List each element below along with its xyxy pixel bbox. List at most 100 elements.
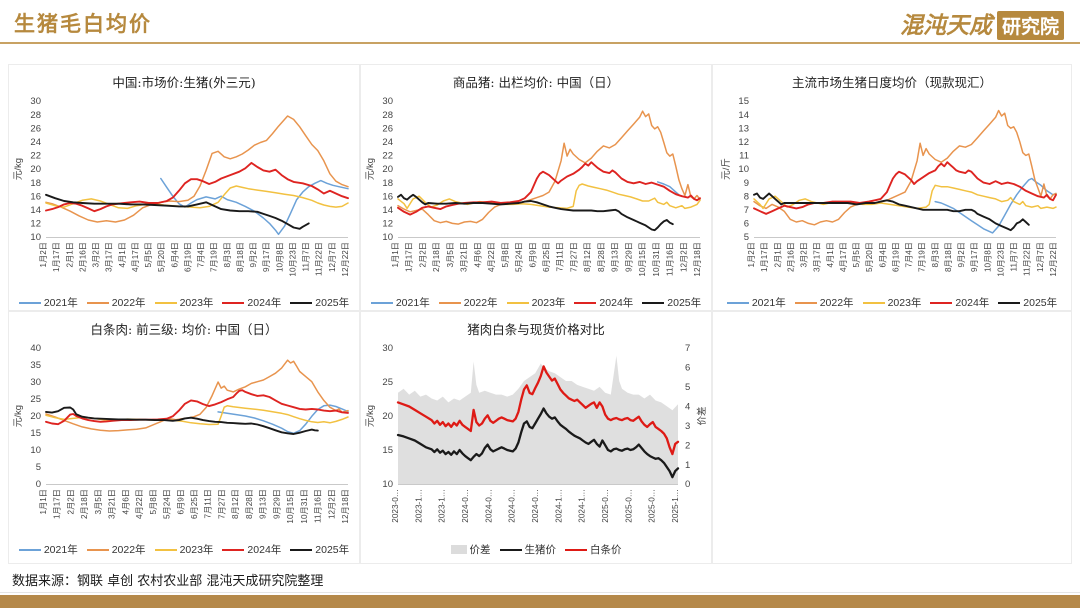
svg-text:8月3日: 8月3日: [931, 242, 940, 267]
svg-text:3月21日: 3月21日: [108, 489, 117, 519]
svg-text:7月27日: 7月27日: [570, 242, 579, 272]
svg-text:7月11日: 7月11日: [556, 242, 565, 271]
svg-text:6月9日: 6月9日: [528, 242, 537, 267]
svg-text:3月17日: 3月17日: [105, 242, 114, 272]
chart-panel-commodity-pig-price: 商品猪: 出栏均价: 中国（日） 10 12 14 16 18 20 22 24 26 28 30 元/…: [360, 64, 712, 311]
svg-text:2: 2: [685, 440, 690, 451]
svg-text:9月29日: 9月29日: [624, 242, 633, 272]
svg-text:元/kg: 元/kg: [13, 405, 24, 427]
svg-text:价差: 价差: [696, 406, 708, 425]
svg-text:9月2日: 9月2日: [249, 242, 258, 267]
svg-text:10: 10: [382, 232, 393, 243]
legend-swatch-line: [499, 548, 522, 551]
svg-text:11月7日: 11月7日: [1010, 242, 1019, 271]
footer-divider: [0, 592, 1080, 593]
svg-text:16: 16: [30, 191, 41, 202]
svg-text:4月17日: 4月17日: [839, 242, 848, 272]
logo-text: 混沌天成: [899, 12, 992, 39]
legend-label: 2023年: [887, 297, 922, 309]
svg-text:10月8日: 10月8日: [275, 242, 284, 272]
legend-label: 白条价: [590, 544, 622, 556]
svg-text:5: 5: [685, 382, 690, 393]
svg-text:4月17日: 4月17日: [131, 242, 140, 272]
legend-item: 2025年: [290, 295, 349, 310]
legend-label: 2025年: [315, 297, 350, 309]
chart-panel-mainstream-daily-avg: 主流市场生猪日度均价（现款现汇） 5 6 7 8 9 10 11 12 13 14 15 元/斤 1月2日…: [712, 64, 1072, 311]
svg-text:4月6日: 4月6日: [473, 242, 482, 267]
svg-text:3月17日: 3月17日: [813, 242, 822, 272]
svg-text:12月2日: 12月2日: [327, 489, 336, 519]
legend-label: 2021年: [43, 297, 78, 309]
svg-text:2025-0…: 2025-0…: [648, 489, 657, 523]
svg-text:9月2日: 9月2日: [957, 242, 966, 267]
svg-text:4月22日: 4月22日: [487, 242, 496, 272]
svg-text:11月22日: 11月22日: [1023, 242, 1032, 276]
legend-label: 2022年: [111, 544, 146, 556]
svg-text:2025-0…: 2025-0…: [601, 489, 610, 523]
legend-label: 2022年: [111, 297, 146, 309]
legend-item: 2023年: [154, 295, 214, 310]
svg-text:5月20日: 5月20日: [865, 242, 874, 272]
legend-item: 2021年: [726, 295, 786, 310]
svg-text:4月1日: 4月1日: [826, 242, 835, 267]
legend-swatch-line: [506, 301, 529, 304]
logo: 混沌天成 研究院: [900, 6, 1064, 40]
legend-item: 2025年: [998, 295, 1057, 310]
svg-text:9月13日: 9月13日: [259, 489, 268, 519]
legend-label: 2024年: [599, 297, 634, 309]
svg-text:5月20日: 5月20日: [157, 242, 166, 272]
chart-title: 商品猪: 出栏均价: 中国（日）: [452, 75, 620, 90]
legend-item: 2025年: [290, 542, 349, 557]
svg-text:6月19日: 6月19日: [891, 242, 900, 272]
svg-text:10月15日: 10月15日: [638, 242, 647, 277]
svg-text:30: 30: [30, 96, 41, 107]
chart-canvas: 0 5 10 15 20 25 30 35 40 元/kg 1月1日 1月17日 2月2日 2月18日 3月…: [13, 343, 350, 524]
svg-text:25: 25: [30, 394, 41, 405]
svg-text:7月27日: 7月27日: [218, 489, 227, 519]
chart-legend: 价差 生猪价 白条价: [361, 542, 711, 557]
svg-text:1月1日: 1月1日: [39, 489, 48, 514]
svg-text:8月12日: 8月12日: [231, 489, 240, 519]
legend-item: 2023年: [154, 542, 213, 557]
svg-text:8月3日: 8月3日: [223, 242, 232, 267]
legend-swatch-line: [862, 301, 885, 304]
svg-text:2024-0…: 2024-0…: [508, 489, 517, 523]
svg-text:7月19日: 7月19日: [210, 242, 219, 272]
legend-item: 2021年: [18, 542, 78, 557]
svg-text:5月8日: 5月8日: [149, 489, 158, 514]
legend-label: 生猪价: [524, 544, 557, 556]
legend-label: 2023年: [179, 297, 214, 309]
svg-text:5: 5: [744, 232, 749, 243]
legend-swatch-line: [154, 548, 177, 551]
svg-text:2月1日: 2月1日: [65, 242, 74, 267]
svg-text:16: 16: [382, 191, 393, 202]
svg-text:12月7日: 12月7日: [328, 242, 337, 272]
svg-text:14: 14: [382, 205, 393, 216]
svg-text:10月31日: 10月31日: [652, 242, 661, 277]
legend-swatch-line: [574, 301, 597, 304]
chart-legend: 2021年 2022年 2023年 2024年 2025年: [9, 295, 359, 310]
svg-text:8月28日: 8月28日: [245, 489, 254, 519]
svg-text:0: 0: [36, 479, 41, 490]
legend-label: 2023年: [531, 297, 566, 309]
legend-item: 2022年: [438, 295, 498, 310]
svg-text:10: 10: [382, 479, 393, 490]
svg-text:9月17日: 9月17日: [262, 242, 271, 272]
svg-text:3月2日: 3月2日: [800, 242, 809, 267]
svg-text:2025-1…: 2025-1…: [671, 489, 680, 523]
legend-swatch-line: [18, 301, 41, 304]
header: 生猪毛白均价 混沌天成 研究院: [0, 0, 1080, 44]
chart-title: 主流市场生猪日度均价（现款现汇）: [791, 75, 992, 90]
svg-text:2024-0…: 2024-0…: [484, 489, 493, 523]
svg-text:5月24日: 5月24日: [515, 242, 524, 272]
svg-text:12月18日: 12月18日: [341, 489, 350, 524]
svg-text:6月25日: 6月25日: [190, 489, 199, 519]
svg-text:15: 15: [738, 96, 749, 107]
svg-text:6月4日: 6月4日: [878, 242, 887, 267]
svg-text:4: 4: [685, 402, 690, 413]
svg-text:2月2日: 2月2日: [419, 242, 428, 267]
legend-label: 2022年: [463, 297, 498, 309]
legend-item: 2024年: [574, 295, 633, 310]
svg-text:2024-0…: 2024-0…: [531, 489, 540, 523]
